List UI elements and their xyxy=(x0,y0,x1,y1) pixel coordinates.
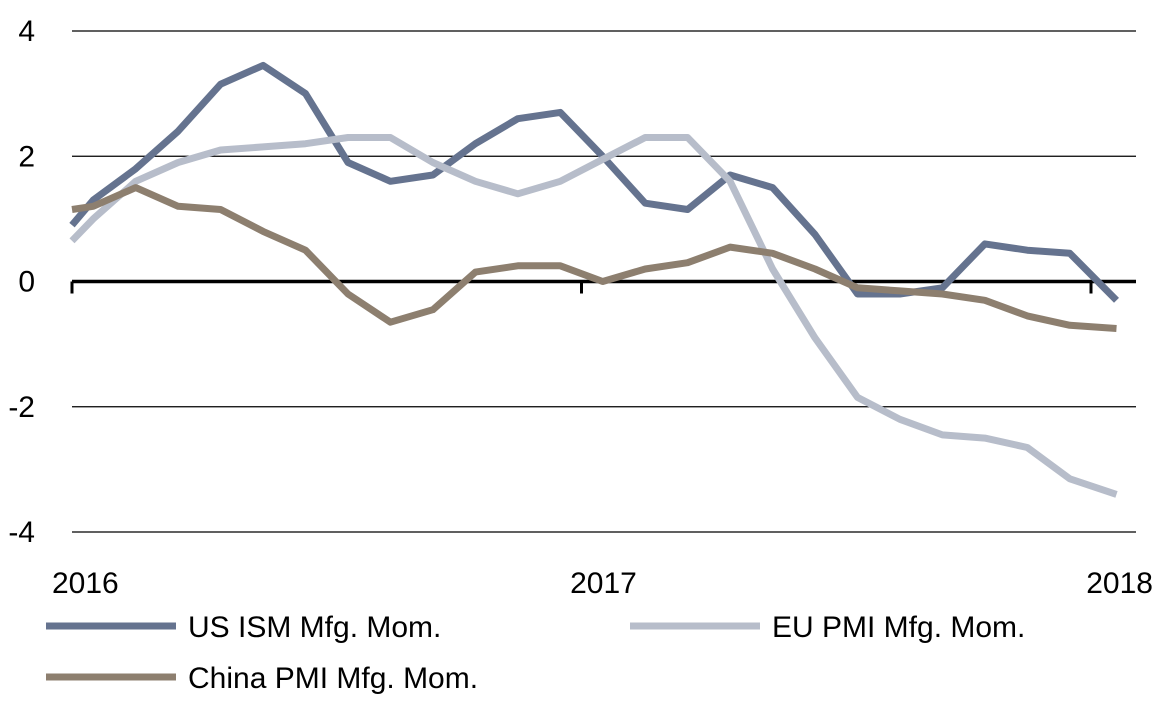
y-tick-label: 2 xyxy=(18,140,35,173)
x-tick-label: 2017 xyxy=(570,567,637,600)
series-line-eu-pmi-mfg-mom xyxy=(69,134,1118,498)
legend-label-us-ism-mfg-mom: US ISM Mfg. Mom. xyxy=(188,611,441,644)
y-axis-tick-labels: 4 2 0 -2 -4 xyxy=(8,15,35,549)
legend: US ISM Mfg. Mom. EU PMI Mfg. Mom. China PM… xyxy=(46,611,1025,695)
series-lines xyxy=(69,61,1119,498)
x-tick-label: 2018 xyxy=(1086,567,1153,600)
legend-label-china-pmi-mfg-mom: China PMI Mfg. Mom. xyxy=(188,662,478,695)
y-tick-label: 0 xyxy=(18,266,35,299)
x-axis-tick-labels: 2016 2017 2018 xyxy=(52,567,1153,600)
y-tick-label: -2 xyxy=(8,391,35,424)
x-tick-label: 2016 xyxy=(52,567,119,600)
series-line-china-pmi-mfg-mom xyxy=(71,184,1117,332)
series-line-us-ism-mfg-mom xyxy=(69,61,1119,303)
y-tick-label: 4 xyxy=(18,15,35,48)
y-tick-label: -4 xyxy=(8,516,35,549)
legend-label-eu-pmi-mfg-mom: EU PMI Mfg. Mom. xyxy=(772,611,1025,644)
gridlines xyxy=(72,30,1136,533)
